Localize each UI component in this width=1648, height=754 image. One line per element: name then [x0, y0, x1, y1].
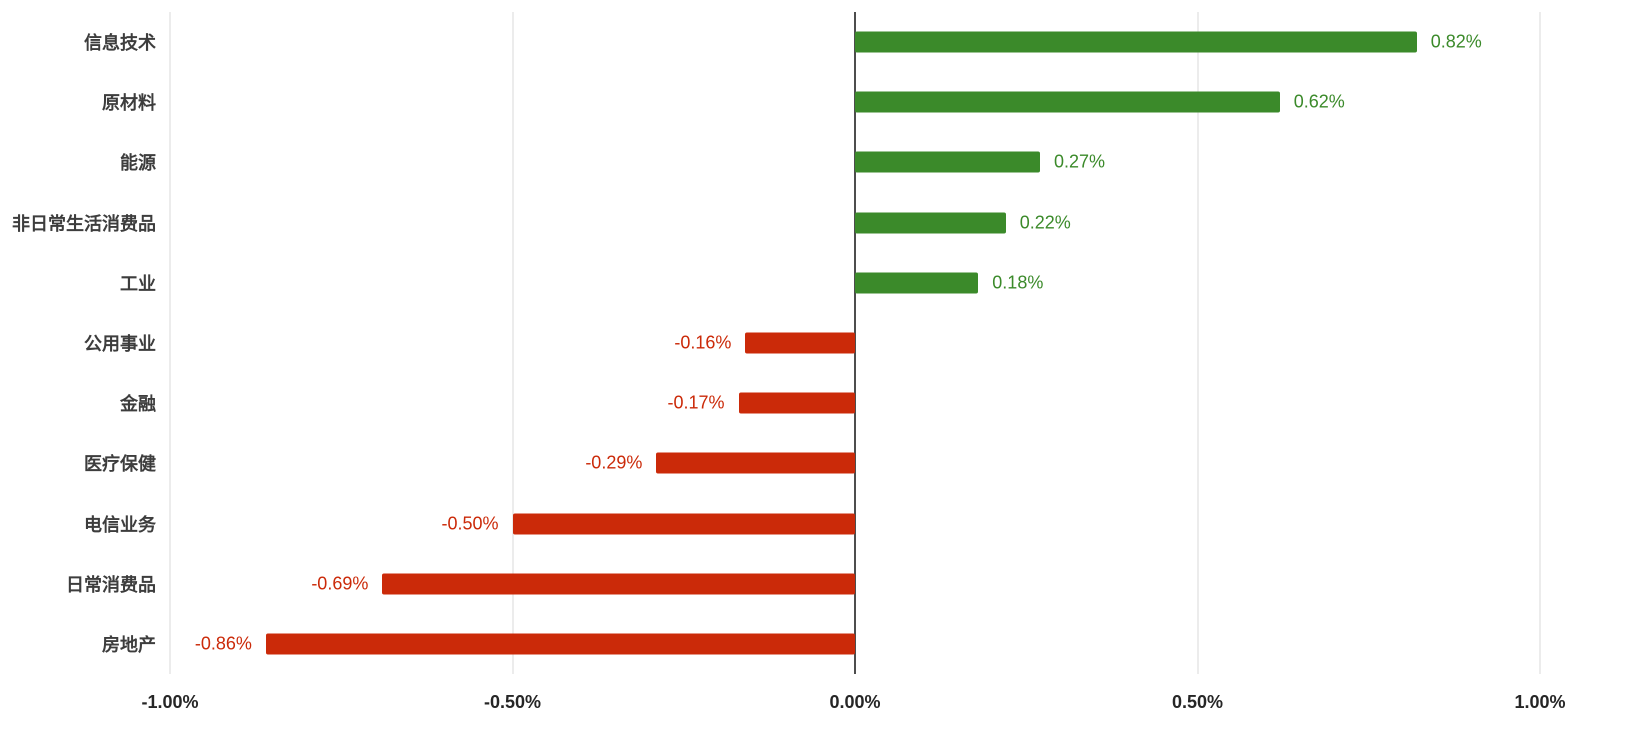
x-axis: -1.00% -0.50% 0.00% 0.50% 1.00%	[141, 686, 1565, 726]
category-label: 电信业务	[84, 514, 156, 535]
positive-bar	[855, 31, 1417, 53]
positive-bar	[855, 91, 1280, 113]
negative-bar	[265, 633, 855, 655]
bar-row: 工业 0.18%	[0, 253, 1648, 313]
value-label: 0.22%	[1019, 212, 1071, 233]
bar-row: 能源 0.27%	[0, 132, 1648, 192]
value-label: 0.18%	[992, 272, 1044, 293]
bar-track: 0.62%	[170, 72, 1540, 132]
bar-row: 房地产 -0.86%	[0, 614, 1648, 674]
value-label: 0.27%	[1053, 151, 1105, 172]
bar-row: 公用事业 -0.16%	[0, 313, 1648, 373]
negative-bar	[512, 513, 855, 535]
positive-bar	[855, 272, 979, 294]
category-label: 信息技术	[84, 33, 156, 54]
category-label: 非日常生活消费品	[12, 213, 156, 234]
category-label: 日常消费品	[66, 574, 156, 595]
value-label: -0.16%	[674, 332, 732, 353]
bar-row: 金融 -0.17%	[0, 373, 1648, 433]
category-label: 医疗保健	[84, 454, 156, 475]
x-axis-tick-label: 1.00%	[1514, 692, 1566, 712]
negative-bar	[382, 573, 855, 595]
value-label: -0.50%	[441, 513, 499, 534]
positive-bar	[855, 212, 1006, 234]
bar-track: 0.82%	[170, 12, 1540, 72]
x-axis-tick-label: -1.00%	[141, 692, 199, 712]
x-axis-tick-label: -0.50%	[483, 692, 542, 712]
negative-bar	[745, 332, 855, 354]
x-axis-tick-label: 0.50%	[1171, 692, 1224, 712]
category-label: 原材料	[102, 93, 156, 114]
bar-track: 0.18%	[170, 253, 1540, 313]
category-label: 能源	[120, 153, 156, 174]
category-label: 房地产	[102, 634, 156, 655]
x-axis-tick-label: 0.00%	[829, 692, 881, 712]
value-label: 0.82%	[1430, 31, 1482, 52]
bar-track: 0.27%	[170, 132, 1540, 192]
negative-bar	[738, 392, 855, 414]
bar-track: -0.17%	[170, 373, 1540, 433]
bar-row: 日常消费品 -0.69%	[0, 554, 1648, 614]
chart-rows: 信息技术 0.82% 原材料 0.62% 能源 0.27% 非日常生活消费品 0.22% 工业 0…	[0, 12, 1648, 674]
bar-row: 原材料 0.62%	[0, 72, 1648, 132]
bar-track: -0.86%	[170, 614, 1540, 674]
negative-bar	[656, 452, 855, 474]
category-label: 金融	[120, 394, 156, 415]
bar-row: 信息技术 0.82%	[0, 12, 1648, 72]
bar-track: 0.22%	[170, 193, 1540, 253]
bar-track: -0.29%	[170, 433, 1540, 493]
category-label: 工业	[120, 273, 156, 294]
bar-track: -0.69%	[170, 554, 1540, 614]
value-label: -0.17%	[667, 392, 725, 413]
value-label: -0.69%	[311, 573, 369, 594]
bar-row: 电信业务 -0.50%	[0, 494, 1648, 554]
value-label: -0.86%	[194, 633, 252, 654]
bar-track: -0.50%	[170, 494, 1540, 554]
value-label: -0.29%	[585, 452, 643, 473]
bar-track: -0.16%	[170, 313, 1540, 373]
bar-row: 医疗保健 -0.29%	[0, 433, 1648, 493]
value-label: 0.62%	[1293, 91, 1345, 112]
bar-row: 非日常生活消费品 0.22%	[0, 193, 1648, 253]
positive-bar	[855, 151, 1040, 173]
category-label: 公用事业	[84, 334, 156, 355]
